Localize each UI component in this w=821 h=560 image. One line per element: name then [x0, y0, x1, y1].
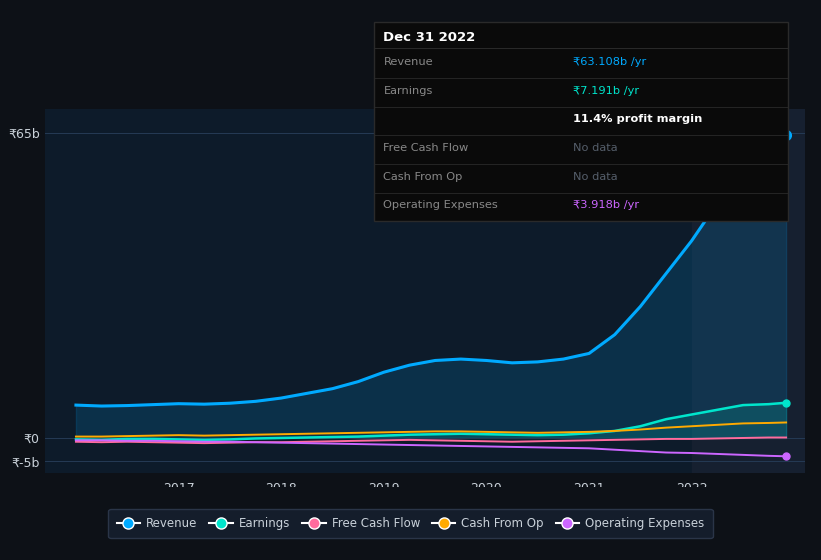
Text: Cash From Op: Cash From Op [383, 172, 463, 182]
Legend: Revenue, Earnings, Free Cash Flow, Cash From Op, Operating Expenses: Revenue, Earnings, Free Cash Flow, Cash … [108, 509, 713, 538]
Text: ₹3.918b /yr: ₹3.918b /yr [572, 200, 639, 211]
Text: No data: No data [572, 143, 617, 153]
Text: Dec 31 2022: Dec 31 2022 [383, 31, 475, 44]
Bar [692, 109, 805, 473]
Text: Operating Expenses: Operating Expenses [383, 200, 498, 211]
Text: Earnings: Earnings [383, 86, 433, 96]
Text: 11.4% profit margin: 11.4% profit margin [572, 114, 702, 124]
Text: ₹63.108b /yr: ₹63.108b /yr [572, 57, 646, 67]
Text: Revenue: Revenue [383, 57, 433, 67]
Text: ₹7.191b /yr: ₹7.191b /yr [572, 86, 639, 96]
Text: No data: No data [572, 172, 617, 182]
Text: Free Cash Flow: Free Cash Flow [383, 143, 469, 153]
